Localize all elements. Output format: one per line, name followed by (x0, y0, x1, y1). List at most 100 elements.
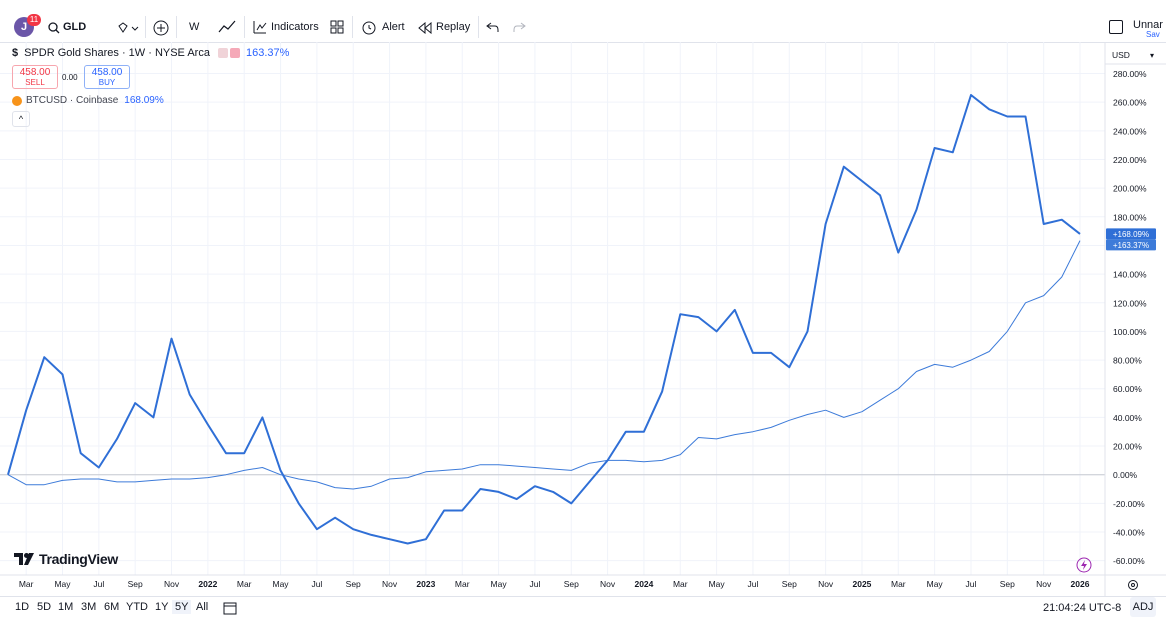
add-symbol-icon[interactable] (153, 20, 169, 36)
separator (352, 16, 353, 38)
separator (478, 16, 479, 38)
x-tick-label: 2022 (198, 579, 217, 589)
replay-icon (418, 22, 432, 34)
buy-label: BUY (98, 78, 116, 87)
lightning-icon[interactable] (1076, 557, 1092, 573)
range-button[interactable]: 1M (58, 601, 74, 613)
templates-icon[interactable] (330, 20, 344, 34)
y-axis-menu: ▾ (1150, 51, 1154, 60)
indicators-icon (253, 21, 267, 34)
last-value-label: +163.37% (1113, 241, 1149, 250)
x-tick-label: Sep (346, 579, 361, 589)
x-tick-label: 2026 (1071, 579, 1090, 589)
y-tick-label: 180.00% (1113, 212, 1147, 222)
sell-button[interactable]: 458.00 SELL (12, 65, 58, 89)
x-tick-label: Nov (164, 579, 180, 589)
x-tick-label: Mar (673, 579, 688, 589)
y-tick-label: 80.00% (1113, 356, 1142, 366)
top-toolbar: J 11 GLD W Indicators Alert Replay Unnar… (0, 0, 1166, 43)
chart-type-icon[interactable] (218, 20, 236, 34)
x-tick-label: Nov (1036, 579, 1052, 589)
x-tick-label: Jul (311, 579, 322, 589)
sell-label: SELL (25, 78, 45, 87)
redo-icon[interactable] (512, 22, 526, 34)
x-tick-label: Sep (564, 579, 579, 589)
buy-price: 458.00 (91, 67, 123, 78)
collapse-legend-button[interactable]: ^ (12, 111, 30, 127)
interval-button[interactable]: W (189, 21, 200, 33)
buy-button[interactable]: 458.00 BUY (84, 65, 130, 89)
bottom-bar (0, 596, 1166, 630)
replay-button[interactable]: Replay (436, 21, 471, 33)
compare-icon[interactable] (117, 22, 139, 34)
settings-icon[interactable] (1127, 579, 1139, 591)
y-tick-label: 60.00% (1113, 384, 1142, 394)
legend-value: 168.09% (124, 95, 164, 106)
last-value-badge (1106, 239, 1156, 251)
y-tick-label: 0.00% (1113, 470, 1138, 480)
spread: 0.00 (62, 73, 78, 82)
y-tick-label: 40.00% (1113, 413, 1142, 423)
x-tick-label: Nov (818, 579, 834, 589)
legend-button[interactable] (217, 48, 228, 58)
x-tick-label: Nov (600, 579, 616, 589)
x-tick-label: Mar (891, 579, 906, 589)
legend-series-name: BTCUSD · Coinbase (26, 95, 119, 106)
legend-compare-row: BTCUSD · Coinbase 168.09% (12, 95, 164, 106)
y-tick-label: 240.00% (1113, 126, 1147, 136)
layout-checkbox[interactable] (1109, 20, 1123, 34)
sell-price: 458.00 (19, 67, 51, 78)
layout-name[interactable]: Unnar (1133, 19, 1163, 31)
x-tick-label: 2024 (634, 579, 653, 589)
range-button[interactable]: 5Y (172, 600, 192, 614)
y-tick-label: 120.00% (1113, 298, 1147, 308)
alert-icon (362, 21, 376, 35)
x-tick-label: May (273, 579, 290, 589)
y-tick-label: 140.00% (1113, 270, 1147, 280)
range-button[interactable]: 5D (37, 601, 52, 613)
search-icon (48, 22, 60, 34)
x-tick-label: Sep (128, 579, 143, 589)
last-value-label: +168.09% (1113, 230, 1149, 239)
clock: 21:04:24 UTC-8 (1043, 602, 1122, 614)
date-range-icon[interactable] (223, 601, 237, 615)
legend-value: 163.37% (245, 47, 290, 59)
symbol-search[interactable]: GLD (63, 21, 87, 33)
y-tick-label: -40.00% (1113, 528, 1145, 538)
range-button[interactable]: All (196, 601, 209, 613)
btc-icon (12, 95, 22, 106)
range-button[interactable]: 1Y (155, 601, 169, 613)
branding-logo (14, 553, 34, 565)
y-tick-label: -60.00% (1113, 556, 1145, 566)
separator (145, 16, 146, 38)
legend-button[interactable] (229, 48, 240, 58)
range-button[interactable]: 6M (104, 601, 120, 613)
notification-badge: 11 (27, 14, 41, 26)
indicators-button[interactable]: Indicators (271, 21, 319, 33)
y-tick-label: 220.00% (1113, 155, 1147, 165)
x-tick-label: May (709, 579, 726, 589)
alert-button[interactable]: Alert (382, 21, 405, 33)
undo-icon[interactable] (486, 22, 500, 34)
x-tick-label: Jul (748, 579, 759, 589)
x-tick-label: Mar (455, 579, 470, 589)
legend-series-name: SPDR Gold Shares · 1W · NYSE Arca (24, 47, 210, 59)
separator (176, 16, 177, 38)
currency-icon: $ (12, 47, 19, 59)
x-tick-label: Jul (93, 579, 104, 589)
range-button[interactable]: 3M (81, 601, 97, 613)
x-tick-label: 2023 (416, 579, 435, 589)
branding-text: TradingView (39, 551, 118, 567)
x-tick-label: Sep (782, 579, 797, 589)
separator (244, 16, 245, 38)
series-line (7, 94, 1081, 545)
range-button[interactable]: YTD (126, 601, 148, 613)
adj-button[interactable]: ADJ (1130, 597, 1156, 617)
range-button[interactable]: 1D (15, 601, 30, 613)
chart: -60.00% -40.00% -20.00% 0.00% 20.00% 40.00% 60… (0, 42, 1166, 596)
branding: TradingView (14, 551, 118, 567)
x-tick-label: May (54, 579, 71, 589)
series-line (7, 240, 1081, 490)
y-tick-label: 200.00% (1113, 184, 1147, 194)
